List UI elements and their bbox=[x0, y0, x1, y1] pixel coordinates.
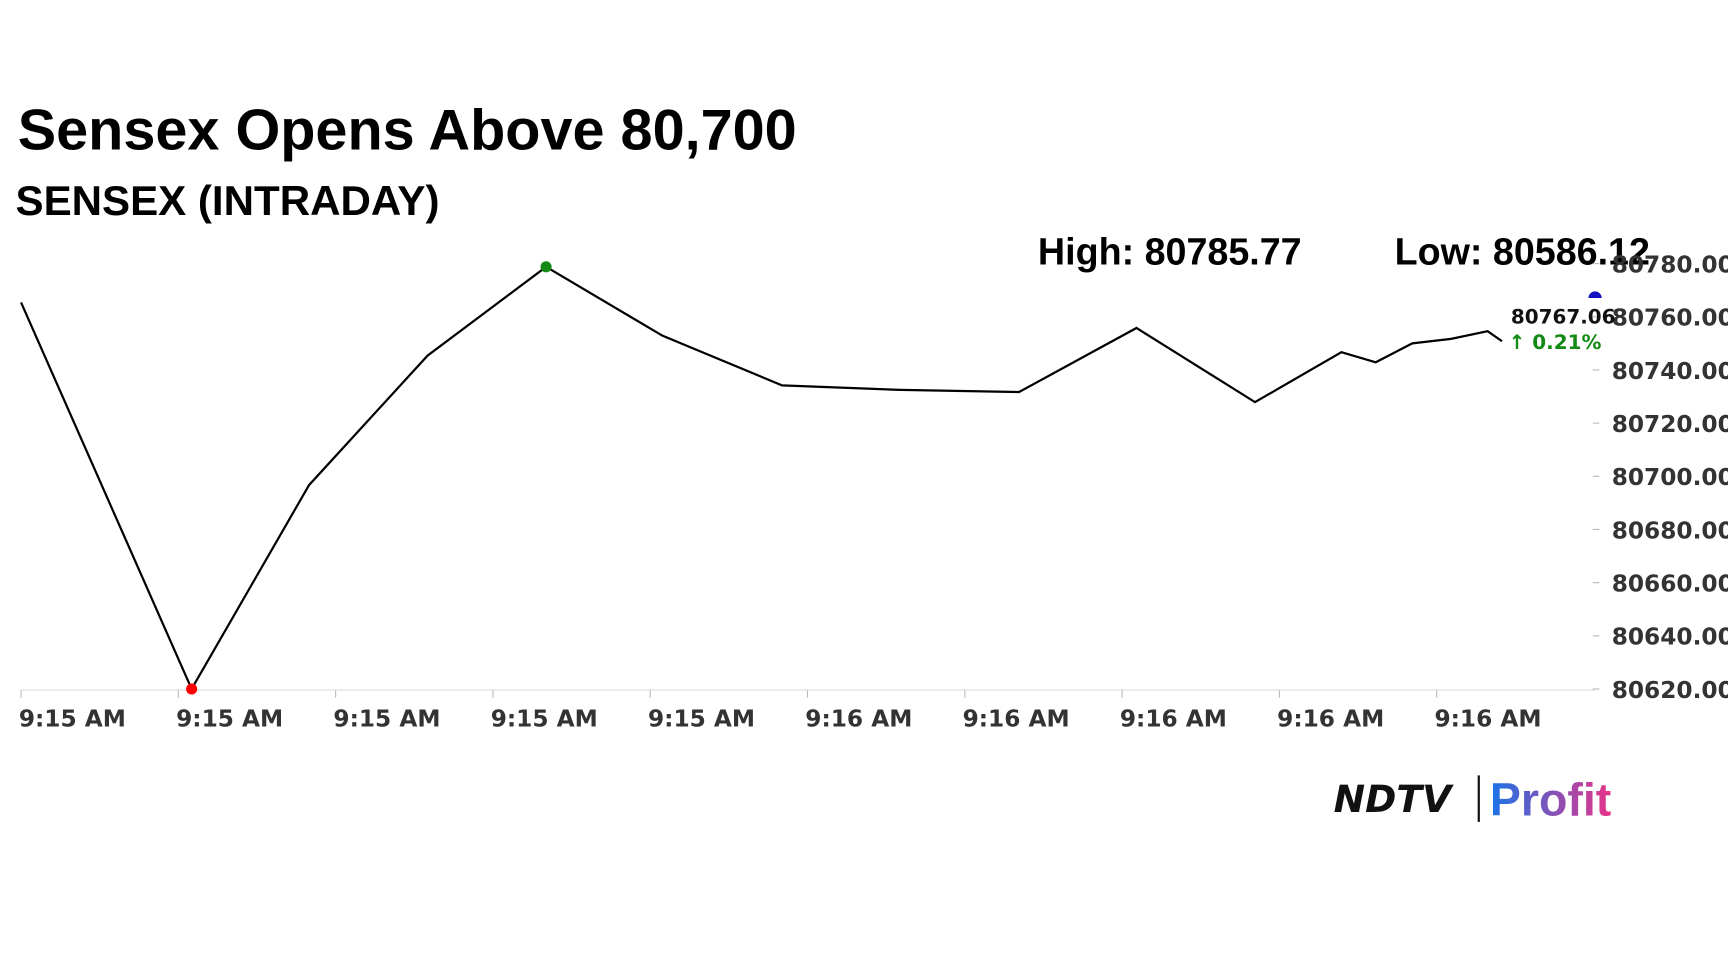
chart-subtitle: SENSEX (INTRADAY) bbox=[16, 177, 440, 224]
y-tick-label: 80740.00 bbox=[1612, 358, 1728, 385]
x-tick-label: 9:15 AM bbox=[176, 706, 283, 733]
y-tick-label: 80780.00 bbox=[1612, 251, 1728, 278]
y-tick-label: 80680.00 bbox=[1612, 517, 1728, 544]
x-tick-label: 9:16 AM bbox=[1277, 706, 1384, 733]
y-tick-label: 80620.00 bbox=[1612, 677, 1728, 704]
high-marker bbox=[540, 261, 552, 273]
y-tick-label: 80720.00 bbox=[1612, 411, 1728, 438]
x-tick-label: 9:15 AM bbox=[333, 706, 440, 733]
chart-title: Sensex Opens Above 80,700 bbox=[18, 99, 797, 163]
logo-profit: Profit bbox=[1490, 773, 1611, 825]
logo-ndtv: NDTV bbox=[1334, 777, 1454, 821]
x-tick-label: 9:16 AM bbox=[963, 706, 1070, 733]
last-marker bbox=[1588, 291, 1602, 299]
change-label: ↑ 0.21% bbox=[1509, 331, 1602, 354]
x-tick-label: 9:16 AM bbox=[805, 706, 912, 733]
low-marker bbox=[186, 683, 198, 695]
y-tick-label: 80700.00 bbox=[1612, 464, 1728, 491]
x-tick-label: 9:15 AM bbox=[491, 706, 598, 733]
series-line bbox=[20, 265, 1503, 692]
low-label: Low: 80586.12 bbox=[1395, 231, 1650, 273]
x-tick-label: 9:16 AM bbox=[1434, 706, 1541, 733]
high-label: High: 80785.77 bbox=[1038, 231, 1302, 273]
x-tick-label: 9:16 AM bbox=[1120, 706, 1227, 733]
x-tick-label: 9:15 AM bbox=[19, 706, 126, 733]
y-tick-label: 80760.00 bbox=[1612, 305, 1728, 332]
y-tick-label: 80660.00 bbox=[1612, 571, 1728, 598]
x-tick-label: 9:15 AM bbox=[648, 706, 755, 733]
last-value-label: 80767.06 bbox=[1511, 305, 1616, 328]
y-tick-label: 80640.00 bbox=[1612, 624, 1728, 651]
